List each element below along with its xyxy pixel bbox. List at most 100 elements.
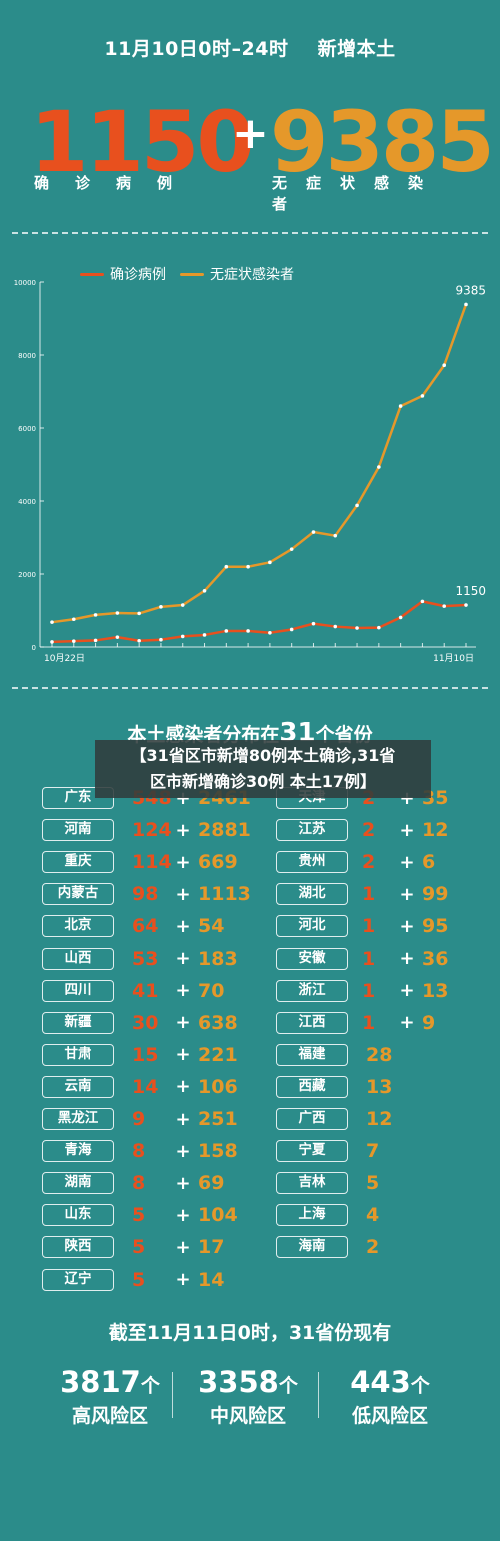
- province-asymptomatic: 4: [366, 1204, 380, 1227]
- province-name: 重庆: [42, 851, 114, 874]
- province-confirmed: 14: [132, 1075, 159, 1098]
- province-name: 四川: [42, 979, 114, 1002]
- province-row: 云南 14 +106: [42, 1075, 238, 1099]
- province-row: 内蒙古 98 +1113: [42, 882, 251, 906]
- province-row: 湖南 8 +69: [42, 1171, 224, 1195]
- province-row: 河北 1 +95: [276, 914, 448, 938]
- data-point: [93, 638, 98, 643]
- headline-overlay[interactable]: 【31省区市新增80例本土确诊,31省 区市新增确诊30例 本土17例】: [95, 740, 431, 798]
- province-name: 江西: [276, 1011, 348, 1034]
- plus-sign: +: [232, 108, 269, 159]
- province-name: 福建: [276, 1043, 348, 1066]
- province-row: 青海 8 +158: [42, 1139, 238, 1163]
- province-confirmed: 5: [132, 1204, 146, 1227]
- data-point: [355, 503, 359, 508]
- plus-sign: +: [399, 915, 415, 937]
- province-confirmed: 124: [132, 819, 172, 842]
- data-point: [333, 533, 338, 538]
- x-tick-label-end: 11月10日: [433, 653, 474, 664]
- mid-risk-block: 3358个 中风险区: [178, 1365, 318, 1428]
- province-row: 浙江 1 +13: [276, 979, 448, 1003]
- plus-sign: +: [175, 1236, 191, 1258]
- province-asymptomatic: 5: [366, 1172, 380, 1195]
- data-point: [333, 624, 338, 629]
- data-point: [246, 629, 250, 633]
- confirmed-label: 确诊病例: [34, 174, 199, 192]
- data-point: [377, 625, 381, 630]
- plus-sign: +: [175, 1204, 191, 1226]
- province-name: 黑龙江: [42, 1108, 114, 1130]
- series-end-label-0: 1150: [455, 584, 486, 598]
- province-confirmed: 2: [362, 851, 376, 874]
- data-point: [289, 627, 294, 632]
- divider-top: [12, 232, 488, 234]
- legend-item-asymptomatic: 无症状感染者: [180, 264, 294, 284]
- province-row: 西藏 13: [276, 1075, 392, 1099]
- province-confirmed: 114: [132, 851, 172, 874]
- data-point: [311, 530, 316, 534]
- plus-sign: +: [175, 1108, 191, 1130]
- province-asymptomatic: 95: [422, 915, 449, 938]
- province-asymptomatic: 99: [422, 883, 449, 906]
- province-asymptomatic: 6: [422, 851, 436, 874]
- province-name: 内蒙古: [42, 883, 114, 906]
- low-risk-label: 低风险区: [351, 1405, 428, 1427]
- province-row: 北京 64 +54: [42, 914, 224, 938]
- y-tick-label: 10000: [14, 279, 36, 287]
- province-asymptomatic: 28: [366, 1043, 393, 1066]
- plus-sign: +: [399, 883, 415, 905]
- high-risk-block: 3817个 高风险区: [40, 1365, 180, 1428]
- province-row: 山东 5 +104: [42, 1203, 238, 1227]
- overlay-line-2: 区市新增确诊30例 本土17例】: [149, 772, 377, 791]
- province-name: 西藏: [276, 1075, 348, 1098]
- province-name: 山西: [42, 947, 114, 970]
- province-name: 辽宁: [42, 1268, 114, 1291]
- legend-item-confirmed: 确诊病例: [80, 264, 166, 284]
- province-asymptomatic: 70: [198, 979, 225, 1002]
- data-point: [355, 626, 359, 630]
- plus-sign: +: [175, 883, 191, 905]
- province-row: 上海 4: [276, 1203, 379, 1227]
- province-name: 山东: [42, 1204, 114, 1227]
- high-risk-unit: 个: [140, 1375, 160, 1397]
- province-confirmed: 8: [132, 1140, 146, 1163]
- mid-risk-count: 3358: [198, 1365, 279, 1399]
- province-confirmed: 2: [362, 819, 376, 842]
- province-name: 云南: [42, 1075, 114, 1098]
- data-point: [224, 564, 229, 569]
- data-point: [202, 588, 207, 593]
- plus-sign: +: [175, 1269, 191, 1290]
- overlay-line-1: 【31省区市新增80例本土确诊,31省: [130, 746, 396, 765]
- low-risk-unit: 个: [410, 1375, 430, 1397]
- data-point: [464, 603, 468, 607]
- data-point: [202, 633, 207, 637]
- legend-swatch-asymptomatic: [180, 272, 204, 276]
- province-confirmed: 30: [132, 1011, 159, 1034]
- y-tick-label: 0: [32, 644, 36, 652]
- data-point: [268, 630, 272, 635]
- province-asymptomatic: 13: [366, 1075, 393, 1098]
- province-asymptomatic: 251: [198, 1108, 238, 1130]
- province-asymptomatic: 7: [366, 1140, 380, 1163]
- series-end-label-1: 9385: [455, 283, 486, 297]
- data-point: [50, 620, 54, 624]
- province-row: 湖北 1 +99: [276, 882, 448, 906]
- province-asymptomatic: 1113: [198, 883, 251, 906]
- province-asymptomatic: 2: [366, 1236, 380, 1259]
- province-row: 黑龙江 9 +251: [42, 1107, 238, 1131]
- province-name: 江苏: [276, 819, 348, 842]
- province-row: 福建 28: [276, 1043, 392, 1067]
- plus-sign: +: [175, 1044, 191, 1066]
- legend-swatch-confirmed: [80, 272, 104, 276]
- province-confirmed: 1: [362, 915, 376, 938]
- province-asymptomatic: 183: [198, 947, 238, 970]
- data-point: [420, 394, 425, 398]
- province-asymptomatic: 17: [198, 1236, 225, 1259]
- province-asymptomatic: 12: [422, 819, 449, 842]
- province-row: 江苏 2 +12: [276, 818, 448, 842]
- province-row: 山西 53 +183: [42, 947, 238, 971]
- province-confirmed: 9: [132, 1108, 146, 1130]
- province-asymptomatic: 2881: [198, 819, 251, 842]
- province-name: 贵州: [276, 851, 348, 874]
- data-point: [137, 638, 141, 643]
